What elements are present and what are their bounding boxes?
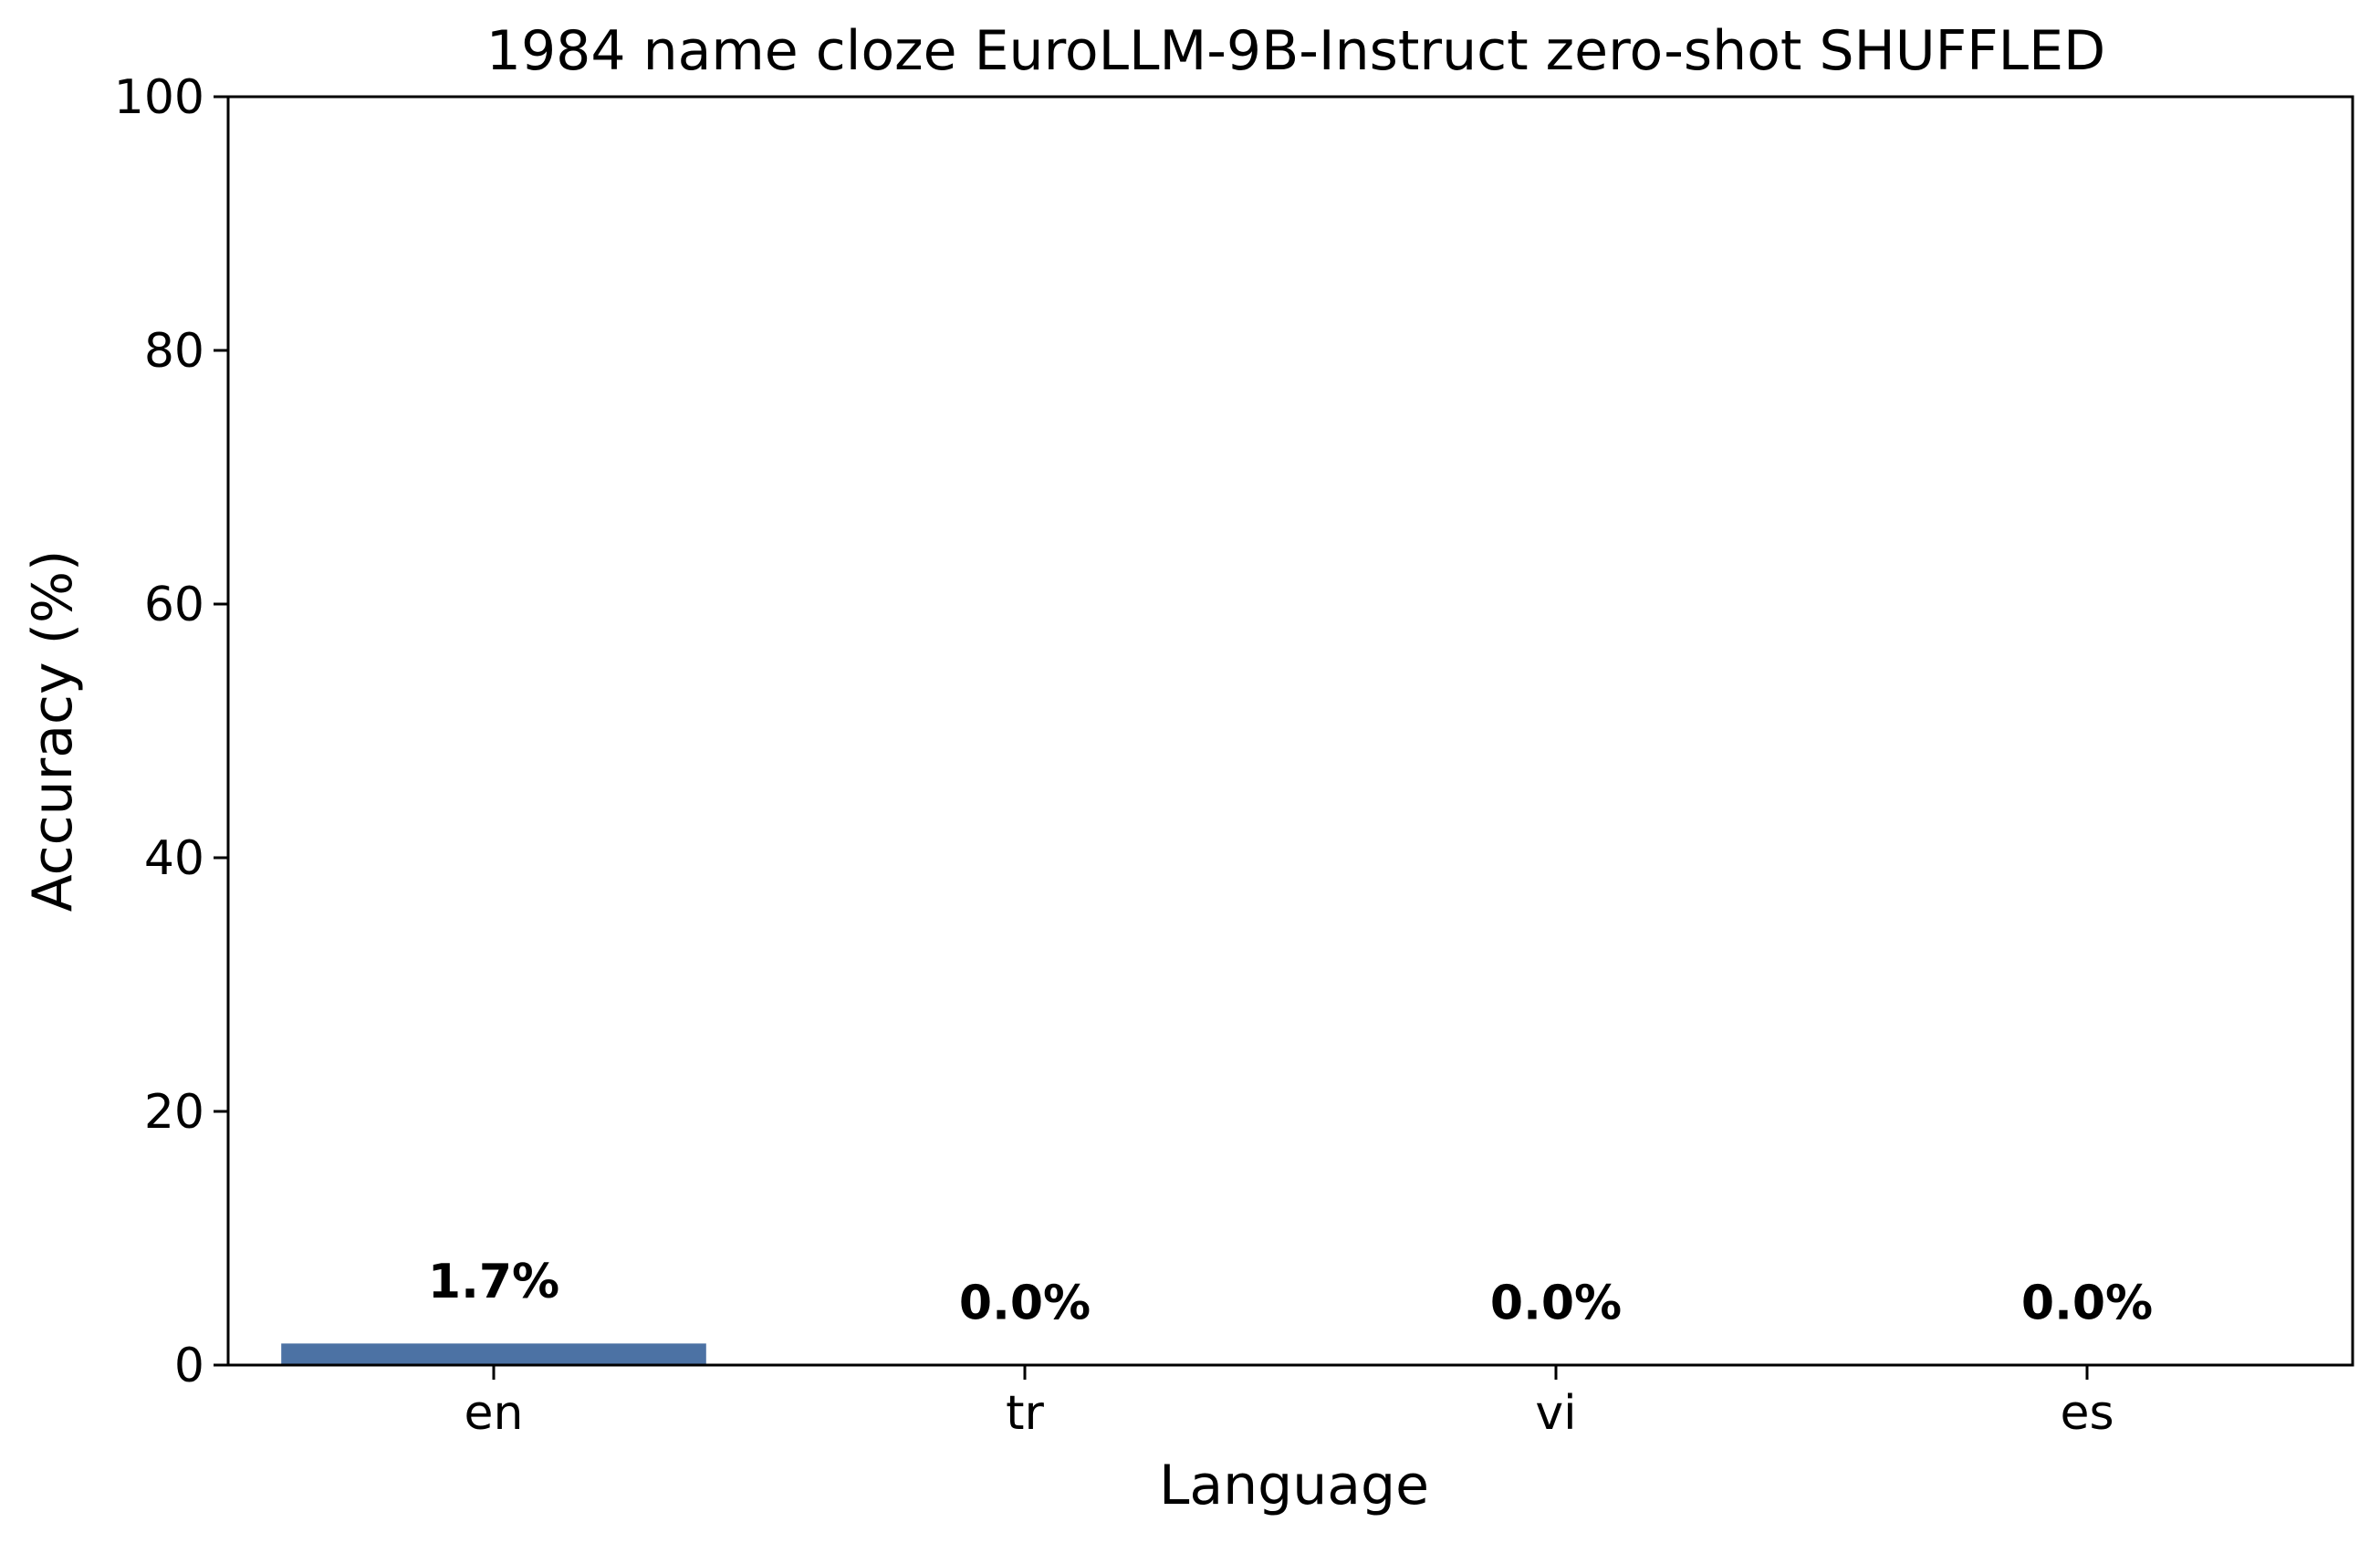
y-tick-label: 0 xyxy=(174,1339,204,1393)
chart-title: 1984 name cloze EuroLLM-9B-Instruct zero… xyxy=(486,19,2105,83)
x-tick-label: tr xyxy=(1006,1386,1044,1441)
bar-value-label: 0.0% xyxy=(2021,1277,2153,1331)
x-axis-label: Language xyxy=(1159,1454,1429,1517)
plot-area: 0 20 40 60 80 100 en 1.7% tr 0.0% vi 0.0% es 0.0% xyxy=(114,70,2153,1441)
x-tick-label: es xyxy=(2060,1386,2114,1441)
bar-value-label: 1.7% xyxy=(428,1255,559,1309)
y-tick-label: 100 xyxy=(114,70,204,125)
bar-value-label: 0.0% xyxy=(1490,1277,1622,1331)
plot-frame xyxy=(226,95,2354,1367)
y-tick-label: 60 xyxy=(144,578,204,632)
x-tick-label: en xyxy=(465,1386,524,1441)
y-tick-label: 40 xyxy=(144,831,204,886)
y-tick-label: 80 xyxy=(144,324,204,379)
y-tick-label: 20 xyxy=(144,1085,204,1140)
x-tick-label: vi xyxy=(1535,1386,1576,1441)
y-axis-label: Accuracy (%) xyxy=(21,550,85,912)
bar xyxy=(281,1343,706,1365)
bar-value-label: 0.0% xyxy=(959,1277,1091,1331)
